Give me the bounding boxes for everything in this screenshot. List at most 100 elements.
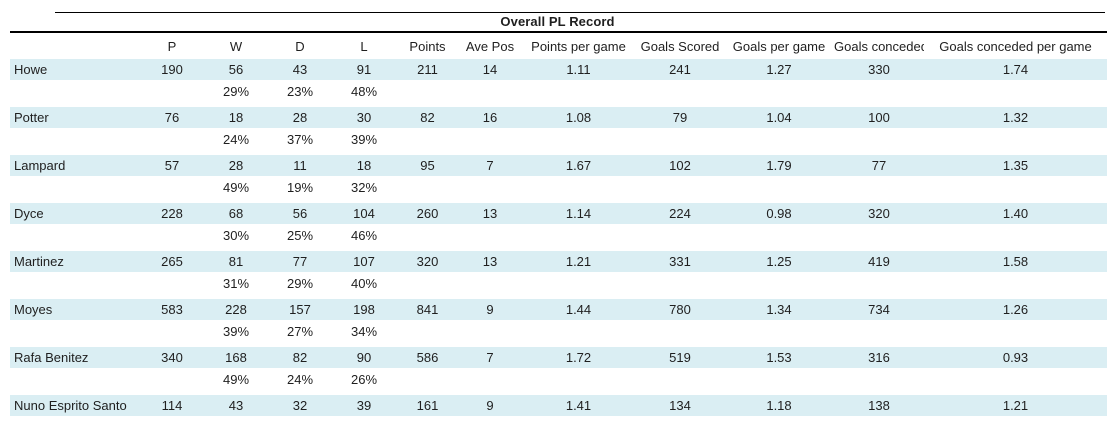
value-cell[interactable]: 14: [459, 59, 521, 80]
value-cell[interactable]: 0.98: [724, 203, 834, 224]
value-cell[interactable]: 583: [140, 299, 204, 320]
value-cell[interactable]: 107: [332, 251, 396, 272]
manager-data-row[interactable]: Howe 190 56 43 91 211 14 1.11 241 1.27 3…: [10, 59, 1107, 80]
header-cell-d[interactable]: D: [295, 39, 305, 54]
value-cell[interactable]: 104: [332, 203, 396, 224]
value-cell[interactable]: 134: [636, 395, 724, 416]
manager-name-cell[interactable]: Dyce: [10, 203, 140, 224]
pct-cell[interactable]: 27%: [268, 320, 332, 347]
value-cell[interactable]: 91: [332, 59, 396, 80]
pct-cell[interactable]: 19%: [268, 176, 332, 203]
value-cell[interactable]: 9: [459, 395, 521, 416]
pct-cell[interactable]: 49%: [204, 176, 268, 203]
header-cell-goals-per-game[interactable]: Goals per game: [732, 39, 826, 54]
pct-cell[interactable]: 46%: [332, 224, 396, 251]
manager-name-cell[interactable]: Rafa Benitez: [10, 347, 140, 368]
header-cell-goals-conceded[interactable]: Goals conceded: [834, 39, 924, 54]
value-cell[interactable]: 211: [396, 59, 459, 80]
value-cell[interactable]: 57: [140, 155, 204, 176]
value-cell[interactable]: 419: [834, 251, 924, 272]
value-cell[interactable]: 1.44: [521, 299, 636, 320]
manager-data-row[interactable]: Rafa Benitez 340 168 82 90 586 7 1.72 51…: [10, 347, 1107, 368]
pct-cell[interactable]: 29%: [204, 80, 268, 107]
value-cell[interactable]: 11: [268, 155, 332, 176]
value-cell[interactable]: 1.53: [724, 347, 834, 368]
value-cell[interactable]: 138: [834, 395, 924, 416]
pct-cell[interactable]: 30%: [204, 224, 268, 251]
value-cell[interactable]: 32: [268, 395, 332, 416]
header-cell-points-per-game[interactable]: Points per game: [531, 39, 626, 54]
value-cell[interactable]: 9: [459, 299, 521, 320]
value-cell[interactable]: 77: [268, 251, 332, 272]
manager-name-cell[interactable]: Moyes: [10, 299, 140, 320]
value-cell[interactable]: 519: [636, 347, 724, 368]
value-cell[interactable]: 1.14: [521, 203, 636, 224]
value-cell[interactable]: 82: [396, 107, 459, 128]
value-cell[interactable]: 1.40: [924, 203, 1107, 224]
value-cell[interactable]: 7: [459, 155, 521, 176]
pct-cell[interactable]: 37%: [268, 128, 332, 155]
manager-name-cell[interactable]: Potter: [10, 107, 140, 128]
header-cell-points[interactable]: Points: [409, 39, 446, 54]
value-cell[interactable]: 586: [396, 347, 459, 368]
value-cell[interactable]: 1.41: [521, 395, 636, 416]
pct-cell[interactable]: 39%: [332, 128, 396, 155]
value-cell[interactable]: 95: [396, 155, 459, 176]
value-cell[interactable]: 241: [636, 59, 724, 80]
manager-percentage-row[interactable]: 38% 28% 34%: [10, 416, 1107, 422]
pct-cell[interactable]: 49%: [204, 368, 268, 395]
pct-cell[interactable]: 34%: [332, 416, 396, 422]
header-cell-w[interactable]: W: [229, 39, 243, 54]
value-cell[interactable]: 190: [140, 59, 204, 80]
value-cell[interactable]: 18: [204, 107, 268, 128]
manager-percentage-row[interactable]: 24% 37% 39%: [10, 128, 1107, 155]
pct-cell[interactable]: 25%: [268, 224, 332, 251]
value-cell[interactable]: 81: [204, 251, 268, 272]
value-cell[interactable]: 43: [204, 395, 268, 416]
value-cell[interactable]: 13: [459, 251, 521, 272]
pct-cell[interactable]: 26%: [332, 368, 396, 395]
value-cell[interactable]: 28: [268, 107, 332, 128]
pct-cell[interactable]: 31%: [204, 272, 268, 299]
value-cell[interactable]: 0.93: [924, 347, 1107, 368]
manager-percentage-row[interactable]: 49% 24% 26%: [10, 368, 1107, 395]
value-cell[interactable]: 734: [834, 299, 924, 320]
value-cell[interactable]: 13: [459, 203, 521, 224]
value-cell[interactable]: 224: [636, 203, 724, 224]
value-cell[interactable]: 1.74: [924, 59, 1107, 80]
value-cell[interactable]: 1.72: [521, 347, 636, 368]
value-cell[interactable]: 161: [396, 395, 459, 416]
value-cell[interactable]: 79: [636, 107, 724, 128]
value-cell[interactable]: 1.27: [724, 59, 834, 80]
value-cell[interactable]: 100: [834, 107, 924, 128]
value-cell[interactable]: 102: [636, 155, 724, 176]
value-cell[interactable]: 340: [140, 347, 204, 368]
manager-data-row[interactable]: Lampard 57 28 11 18 95 7 1.67 102 1.79 7…: [10, 155, 1107, 176]
value-cell[interactable]: 114: [140, 395, 204, 416]
value-cell[interactable]: 228: [140, 203, 204, 224]
value-cell[interactable]: 30: [332, 107, 396, 128]
value-cell[interactable]: 228: [204, 299, 268, 320]
value-cell[interactable]: 320: [396, 251, 459, 272]
manager-data-row[interactable]: Martinez 265 81 77 107 320 13 1.21 331 1…: [10, 251, 1107, 272]
manager-name-cell[interactable]: Martinez: [10, 251, 140, 272]
value-cell[interactable]: 1.21: [521, 251, 636, 272]
value-cell[interactable]: 1.58: [924, 251, 1107, 272]
value-cell[interactable]: 198: [332, 299, 396, 320]
value-cell[interactable]: 18: [332, 155, 396, 176]
pct-cell[interactable]: 29%: [268, 272, 332, 299]
pct-cell[interactable]: 34%: [332, 320, 396, 347]
manager-name-cell[interactable]: Howe: [10, 59, 140, 80]
manager-percentage-row[interactable]: 30% 25% 46%: [10, 224, 1107, 251]
value-cell[interactable]: 56: [204, 59, 268, 80]
header-cell-l[interactable]: L: [360, 39, 368, 54]
value-cell[interactable]: 82: [268, 347, 332, 368]
manager-data-row[interactable]: Potter 76 18 28 30 82 16 1.08 79 1.04 10…: [10, 107, 1107, 128]
value-cell[interactable]: 76: [140, 107, 204, 128]
value-cell[interactable]: 157: [268, 299, 332, 320]
header-cell-goals-scored[interactable]: Goals Scored: [640, 39, 720, 54]
value-cell[interactable]: 1.67: [521, 155, 636, 176]
value-cell[interactable]: 320: [834, 203, 924, 224]
value-cell[interactable]: 841: [396, 299, 459, 320]
value-cell[interactable]: 77: [834, 155, 924, 176]
